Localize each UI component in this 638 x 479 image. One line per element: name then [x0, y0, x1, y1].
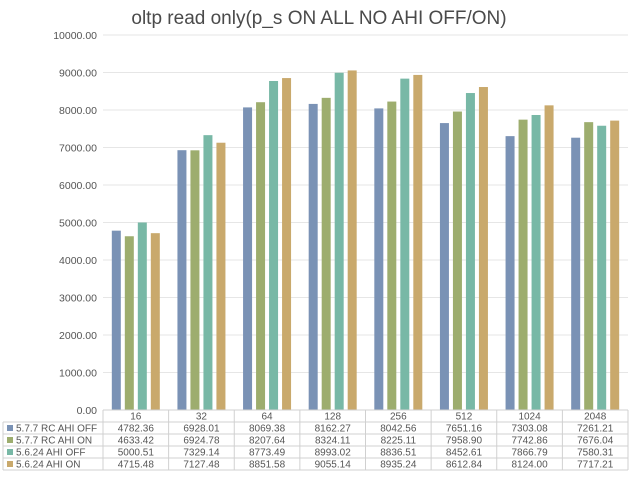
y-tick-label: 3000.00 [59, 293, 97, 305]
bar [400, 78, 410, 411]
bar [505, 136, 515, 410]
legend-label: 5.6.24 AHI OFF [16, 448, 85, 459]
y-axis: 0.00 1000.00 2000.00 3000.00 4000.00 5000.00 6… [53, 30, 97, 417]
data-label: 8612.84 [446, 460, 483, 471]
legend-swatch [7, 425, 13, 431]
x-tick-label: 512 [456, 412, 473, 423]
data-label: 9055.14 [315, 460, 352, 471]
bar [269, 80, 279, 410]
data-label: 8124.00 [511, 460, 548, 471]
data-label: 7651.16 [446, 424, 483, 435]
bar [150, 233, 160, 410]
data-label: 7329.14 [183, 448, 220, 459]
data-label: 8452.61 [446, 448, 483, 459]
data-label: 7742.86 [511, 436, 548, 447]
data-label: 8042.56 [380, 424, 417, 435]
bar [347, 70, 357, 410]
legend-label: 5.7.7 RC AHI ON [16, 436, 92, 447]
legend-label: 5.7.7 RC AHI OFF [16, 424, 97, 435]
legend-swatch [7, 437, 13, 443]
y-tick-label: 8000.00 [59, 105, 97, 117]
bar [439, 123, 449, 411]
data-label: 8836.51 [380, 448, 417, 459]
x-tick-label: 16 [130, 412, 142, 423]
data-label: 4782.36 [118, 424, 155, 435]
y-tick-label: 10000.00 [53, 30, 97, 42]
y-tick-label: 7000.00 [59, 143, 97, 155]
bar [374, 108, 384, 411]
bar [282, 78, 292, 411]
x-tick-label: 64 [262, 412, 274, 423]
y-tick-label: 9000.00 [59, 68, 97, 80]
data-label: 5000.51 [118, 448, 155, 459]
bar [465, 93, 475, 410]
data-label: 8851.58 [249, 460, 286, 471]
data-label: 7303.08 [511, 424, 548, 435]
data-label: 7261.21 [577, 424, 614, 435]
data-label: 8207.64 [249, 436, 286, 447]
bar [111, 230, 121, 410]
y-tick-label: 6000.00 [59, 180, 97, 192]
y-tick-label: 4000.00 [59, 255, 97, 267]
bar [216, 142, 226, 411]
data-label: 4715.48 [118, 460, 155, 471]
bar [243, 107, 253, 410]
data-label: 8773.49 [249, 448, 286, 459]
y-tick-label: 0.00 [77, 405, 98, 417]
bar [177, 150, 187, 410]
bar [571, 137, 581, 410]
data-label: 7866.79 [511, 448, 548, 459]
data-label: 8225.11 [381, 436, 417, 447]
data-label: 8935.24 [380, 460, 417, 471]
data-label: 8162.27 [315, 424, 352, 435]
bar [452, 111, 462, 410]
bar [544, 105, 554, 410]
data-label: 8324.11 [315, 436, 351, 447]
bar [478, 87, 488, 411]
data-label: 7958.90 [446, 436, 483, 447]
data-label: 7127.48 [183, 460, 220, 471]
bar [190, 150, 200, 411]
x-tick-label: 32 [196, 412, 208, 423]
y-tick-label: 5000.00 [59, 218, 97, 230]
data-label: 6924.78 [183, 436, 220, 447]
bar [203, 135, 213, 410]
bars [111, 70, 620, 411]
bar [387, 101, 397, 410]
data-label: 4633.42 [118, 436, 155, 447]
bar [137, 222, 147, 410]
bar [610, 120, 620, 411]
bar [321, 97, 331, 410]
y-tick-label: 1000.00 [59, 368, 97, 380]
data-table: 16 32 64 128 256 512 1024 2048 5.7.7 RC AHI OFF 4… [2, 409, 629, 471]
x-tick-label: 128 [324, 412, 341, 423]
y-tick-label: 2000.00 [59, 330, 97, 342]
data-label: 7676.04 [577, 436, 614, 447]
bar [256, 102, 266, 410]
bar [334, 72, 344, 410]
x-tick-label: 256 [390, 412, 407, 423]
data-label: 8069.38 [249, 424, 286, 435]
legend-swatch [7, 461, 13, 467]
data-label: 6928.01 [183, 424, 220, 435]
legend-swatch [7, 449, 13, 455]
data-label: 7717.21 [577, 460, 614, 471]
x-tick-label: 2048 [584, 412, 607, 423]
legend-label: 5.6.24 AHI ON [16, 460, 80, 471]
bar [308, 103, 318, 411]
bar [531, 114, 541, 411]
x-tick-label: 1024 [518, 412, 541, 423]
data-label: 8993.02 [315, 448, 352, 459]
data-label: 7580.31 [577, 448, 614, 459]
bar [597, 125, 607, 410]
chart-title: oltp read only(p_s ON ALL NO AHI OFF/ON) [131, 8, 506, 29]
bar [413, 74, 423, 410]
bar [124, 236, 134, 410]
bar [518, 119, 528, 410]
bar [584, 122, 594, 410]
